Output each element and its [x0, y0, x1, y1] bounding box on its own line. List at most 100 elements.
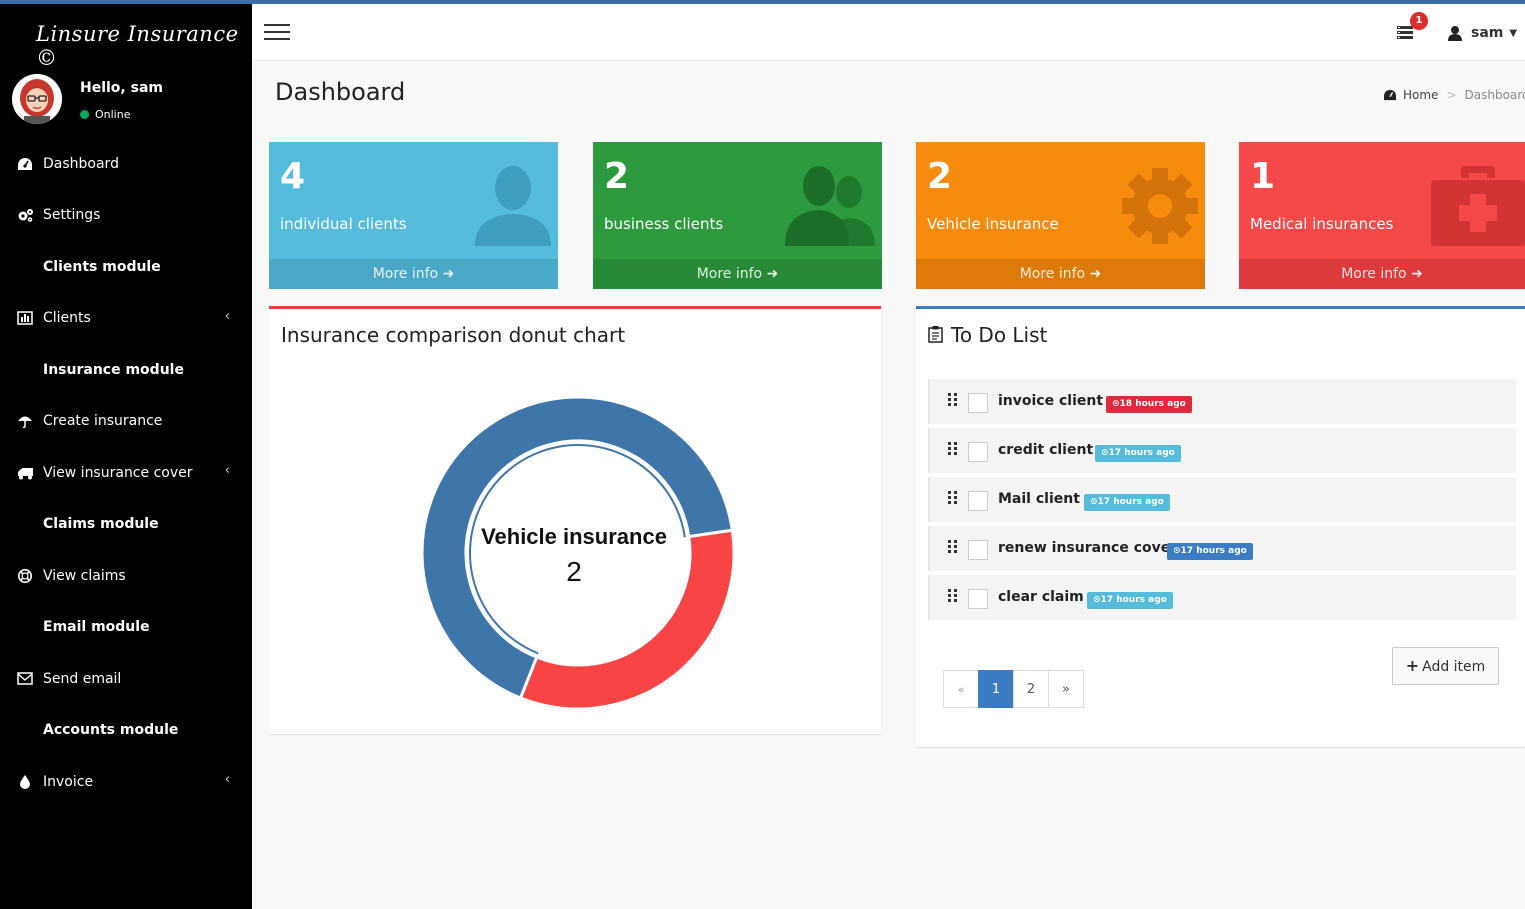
sidebar-toggle-icon[interactable] [264, 24, 290, 42]
stat-label: Vehicle insurance [927, 215, 1059, 233]
pagination-page-1[interactable]: 1 [978, 670, 1014, 708]
more-info-link[interactable]: More info ➜ [916, 259, 1205, 289]
sidebar-item-create-insurance[interactable]: Create insurance [0, 396, 252, 448]
sidebar-item-clients[interactable]: Clients ‹ [0, 293, 252, 345]
sidebar-menu: Dashboard Settings Clients module Client… [0, 138, 252, 808]
online-status-dot [80, 110, 89, 119]
sidebar-header-accounts-module: Accounts module [43, 722, 179, 739]
top-navbar: 1 sam ▼ [252, 4, 1525, 61]
drag-handle-icon[interactable] [948, 490, 958, 509]
breadcrumb-home-link[interactable]: Home [1403, 88, 1439, 102]
list-item[interactable]: Mail client ⊙17 hours ago [928, 477, 1516, 522]
time-badge-label: 18 hours ago [1119, 399, 1186, 409]
truck-icon [16, 464, 34, 482]
tint-icon [16, 773, 34, 791]
drag-handle-icon[interactable] [948, 588, 958, 607]
time-badge-label: 17 hours ago [1100, 595, 1167, 605]
users-icon [783, 164, 878, 252]
donut-center-value: 2 [566, 556, 582, 587]
sidebar: Linsure Insurance © Hello, sam Online Da… [0, 4, 252, 909]
sidebar-header-clients-module: Clients module [43, 258, 161, 275]
todo-checkbox[interactable] [968, 540, 988, 560]
sidebar-item-dashboard[interactable]: Dashboard [0, 138, 252, 190]
sidebar-item-label: Create insurance [43, 413, 163, 430]
more-info-label: More info [372, 266, 439, 282]
add-item-label: Add item [1422, 659, 1486, 675]
pagination-page-2[interactable]: 2 [1013, 670, 1049, 708]
todo-checkbox[interactable] [968, 491, 988, 511]
todo-checkbox[interactable] [968, 442, 988, 462]
envelope-icon [16, 670, 34, 688]
panel-title: Insurance comparison donut chart [281, 323, 626, 347]
user-panel: Hello, sam Online [12, 74, 242, 126]
todo-title-label: To Do List [951, 323, 1048, 347]
donut-chart-panel: Insurance comparison donut chart Vehicle… [269, 306, 881, 734]
more-info-label: More info [1341, 266, 1407, 282]
drag-handle-icon[interactable] [948, 392, 958, 411]
time-badge-label: 17 hours ago [1097, 497, 1164, 507]
umbrella-icon [16, 412, 34, 430]
time-badge: ⊙17 hours ago [1084, 494, 1170, 511]
user-icon [473, 164, 553, 252]
more-info-link[interactable]: More info ➜ [1239, 259, 1525, 289]
stat-value: 2 [604, 156, 630, 197]
list-item[interactable]: credit client ⊙17 hours ago [928, 428, 1516, 473]
user-greeting: Hello, sam [80, 80, 163, 96]
stat-box-individual-clients: 4 individual clients More info ➜ [269, 142, 558, 289]
sidebar-item-label: Invoice [43, 773, 94, 790]
stat-box-medical-insurances: 1 Medical insurances More info ➜ [1239, 142, 1525, 289]
sidebar-item-label: View claims [43, 567, 126, 584]
more-info-link[interactable]: More info ➜ [269, 259, 558, 289]
list-item[interactable]: renew insurance cover ⊙17 hours ago [928, 526, 1516, 571]
todo-text: invoice client [998, 393, 1104, 409]
chevron-left-icon: ‹ [224, 308, 230, 324]
time-badge: ⊙17 hours ago [1087, 592, 1173, 609]
time-badge-label: 17 hours ago [1108, 448, 1175, 458]
breadcrumb: Home > Dashboard [1383, 88, 1525, 102]
sidebar-item-label: Send email [43, 670, 122, 687]
todo-checkbox[interactable] [968, 589, 988, 609]
sidebar-header-insurance-module: Insurance module [43, 361, 184, 378]
sidebar-item-invoice[interactable]: Invoice ‹ [0, 756, 252, 808]
todo-text: Mail client [998, 491, 1080, 507]
todo-text: renew insurance cover [998, 540, 1178, 556]
todo-list-panel: To Do List invoice client ⊙18 hours ago … [916, 306, 1525, 747]
donut-slice-medical-insurances[interactable] [518, 528, 736, 711]
arrow-circle-right-icon: ➜ [1411, 266, 1423, 282]
bar-chart-icon [16, 309, 34, 327]
stat-label: Medical insurances [1250, 215, 1394, 233]
notifications-icon[interactable] [1395, 22, 1417, 44]
time-badge: ⊙18 hours ago [1106, 396, 1192, 413]
todo-text: credit client [998, 442, 1094, 458]
sidebar-item-send-email[interactable]: Send email [0, 653, 252, 705]
drag-handle-icon[interactable] [948, 441, 958, 460]
todo-checkbox[interactable] [968, 393, 988, 413]
brand-logo[interactable]: Linsure Insurance © [36, 22, 239, 70]
time-badge-label: 17 hours ago [1180, 546, 1247, 556]
notifications-badge: 1 [1410, 12, 1428, 30]
pagination-prev[interactable]: « [943, 670, 979, 708]
more-info-link[interactable]: More info ➜ [593, 259, 882, 289]
dashboard-icon [16, 155, 34, 173]
add-item-button[interactable]: + Add item [1392, 647, 1499, 685]
sidebar-item-view-claims[interactable]: View claims [0, 550, 252, 602]
page-title: Dashboard [275, 78, 406, 106]
sidebar-item-settings[interactable]: Settings [0, 190, 252, 242]
sidebar-header-claims-module: Claims module [43, 516, 159, 533]
sidebar-item-view-insurance-cover[interactable]: View insurance cover ‹ [0, 447, 252, 499]
sidebar-item-label: Clients [43, 310, 91, 327]
stat-label: individual clients [280, 215, 407, 233]
donut-slice-vehicle-insurance[interactable] [420, 395, 735, 700]
pagination: « 1 2 » [943, 670, 1084, 708]
list-item[interactable]: invoice client ⊙18 hours ago [928, 379, 1516, 424]
arrow-circle-right-icon: ➜ [442, 266, 455, 282]
drag-handle-icon[interactable] [948, 539, 958, 558]
user-menu[interactable]: sam ▼ [1447, 22, 1517, 44]
list-item[interactable]: clear claim ⊙17 hours ago [928, 575, 1516, 620]
panel-title: To Do List [928, 323, 1047, 347]
stat-value: 2 [927, 156, 953, 197]
arrow-circle-right-icon: ➜ [766, 266, 779, 282]
gear-icon [1120, 166, 1200, 250]
pagination-next[interactable]: » [1048, 670, 1084, 708]
arrow-circle-right-icon: ➜ [1089, 266, 1102, 282]
